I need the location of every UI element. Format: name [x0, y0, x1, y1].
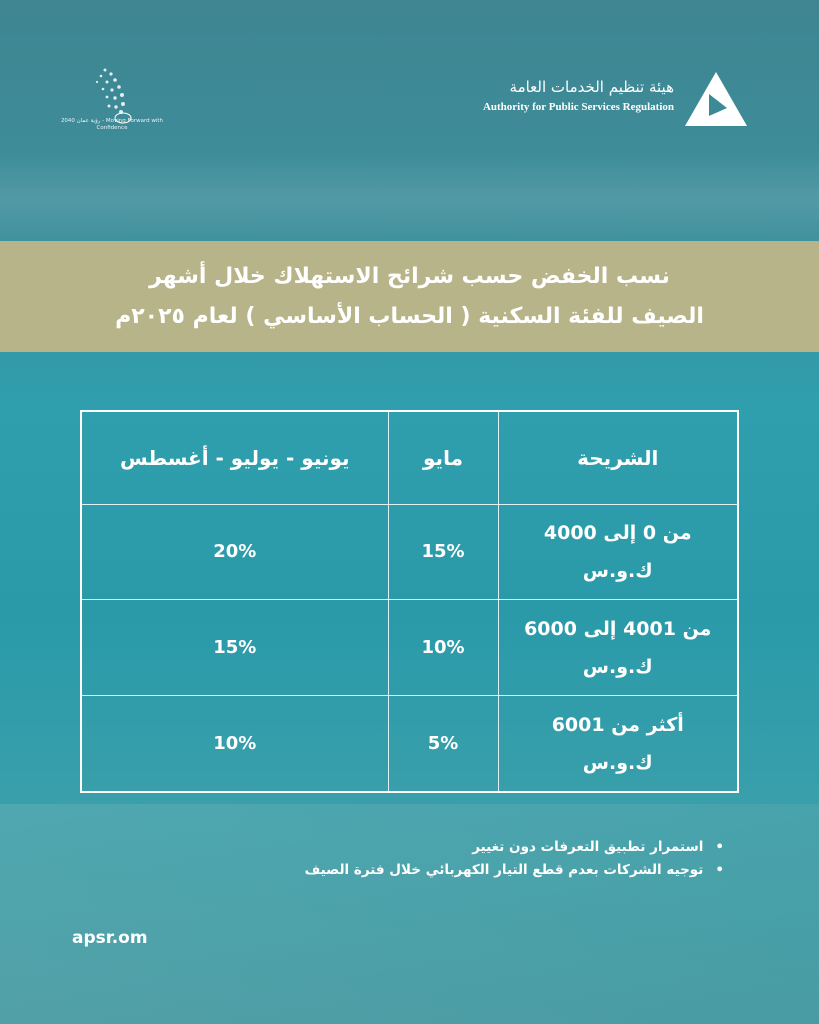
header-summer: يونيو - يوليو - أغسطس: [80, 410, 389, 505]
table-row: من 0 إلى 4000 ك.و.س 15% 20%: [80, 503, 739, 601]
header-band: الشريحة: [497, 410, 739, 505]
reduction-table: الشريحة مايو يونيو - يوليو - أغسطس من 0 …: [80, 410, 739, 793]
authority-name-ar: هيئة تنظيم الخدمات العامة: [509, 78, 674, 96]
may-cell: 10%: [387, 599, 499, 697]
vision-logo-text: رؤية عمان 2040 - Moving Forward with Con…: [60, 118, 164, 131]
summer-cell: 15%: [80, 599, 389, 697]
header-may: مايو: [387, 410, 499, 505]
band-unit: ك.و.س: [582, 559, 653, 582]
band-range: أكثر من 6001: [551, 713, 684, 736]
summer-cell: 10%: [80, 695, 389, 793]
authority-name-en: Authority for Public Services Regulation: [482, 101, 674, 113]
band-unit: ك.و.س: [582, 751, 653, 774]
note-item: استمرار تطبيق التعرفات دون تغيير: [305, 836, 724, 859]
table-row: من 4001 إلى 6000 ك.و.س 10% 15%: [80, 599, 739, 697]
background-haze: [0, 150, 819, 250]
note-item: توجيه الشركات بعدم قطع التيار الكهربائي …: [305, 859, 724, 882]
oman-vision-2040-logo-icon: [95, 68, 132, 124]
summer-cell: 20%: [80, 503, 389, 601]
may-cell: 5%: [387, 695, 499, 793]
title-banner: نسب الخفض حسب شرائح الاستهلاك خلال أشهر …: [0, 241, 819, 352]
website-link[interactable]: apsr.om: [72, 928, 148, 948]
band-cell: أكثر من 6001 ك.و.س: [497, 695, 739, 793]
band-cell: من 0 إلى 4000 ك.و.س: [497, 503, 739, 601]
title-line-1: نسب الخفض حسب شرائح الاستهلاك خلال أشهر: [149, 263, 670, 289]
may-cell: 15%: [387, 503, 499, 601]
notes-list: استمرار تطبيق التعرفات دون تغيير توجيه ا…: [305, 836, 724, 882]
band-cell: من 4001 إلى 6000 ك.و.س: [497, 599, 739, 697]
title-line-2: الصيف للفئة السكنية ( الحساب الأساسي ) ل…: [115, 303, 704, 329]
band-range: من 4001 إلى 6000: [524, 617, 712, 640]
table-header-row: الشريحة مايو يونيو - يوليو - أغسطس: [80, 410, 739, 505]
band-range: من 0 إلى 4000: [543, 521, 692, 544]
table-row: أكثر من 6001 ك.و.س 5% 10%: [80, 695, 739, 793]
band-unit: ك.و.س: [582, 655, 653, 678]
apsr-logo-icon: [685, 72, 747, 126]
